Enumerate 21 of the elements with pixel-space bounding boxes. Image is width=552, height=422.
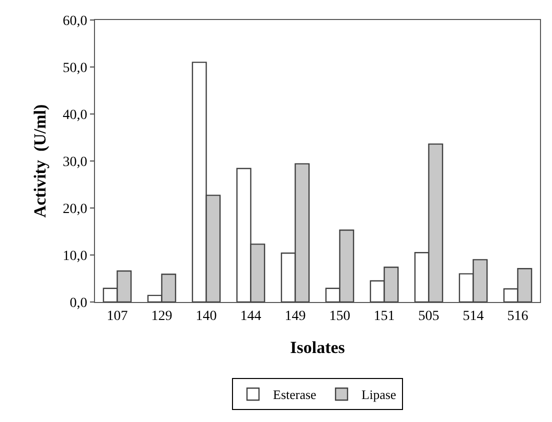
y-axis-title: Activity (U/ml) xyxy=(30,104,50,218)
x-tick-label: 514 xyxy=(462,308,484,324)
legend-label: Esterase xyxy=(273,387,317,402)
x-tick-label: 144 xyxy=(240,308,262,324)
y-tick-label: 60,0 xyxy=(62,14,88,29)
x-tick-label: 505 xyxy=(418,308,440,324)
x-tick-label: 151 xyxy=(374,308,395,324)
y-tick-label: 10,0 xyxy=(62,248,88,264)
y-tick-label: 20,0 xyxy=(62,202,88,217)
y-tick-label: 50,0 xyxy=(62,60,88,76)
x-axis-title: Isolates xyxy=(290,338,346,358)
y-tick-label: 40,0 xyxy=(62,108,88,123)
x-tick-label: 150 xyxy=(329,308,350,324)
x-tick-label: 149 xyxy=(284,308,306,324)
x-tick-label: 129 xyxy=(151,308,172,324)
legend-label: Lipase xyxy=(362,387,396,402)
y-tick-label: 0,0 xyxy=(70,296,88,311)
x-tick-label: 140 xyxy=(196,308,217,324)
y-tick-label: 30,0 xyxy=(62,154,88,170)
x-tick-label: 516 xyxy=(507,308,528,324)
x-tick-label: 107 xyxy=(106,308,128,324)
